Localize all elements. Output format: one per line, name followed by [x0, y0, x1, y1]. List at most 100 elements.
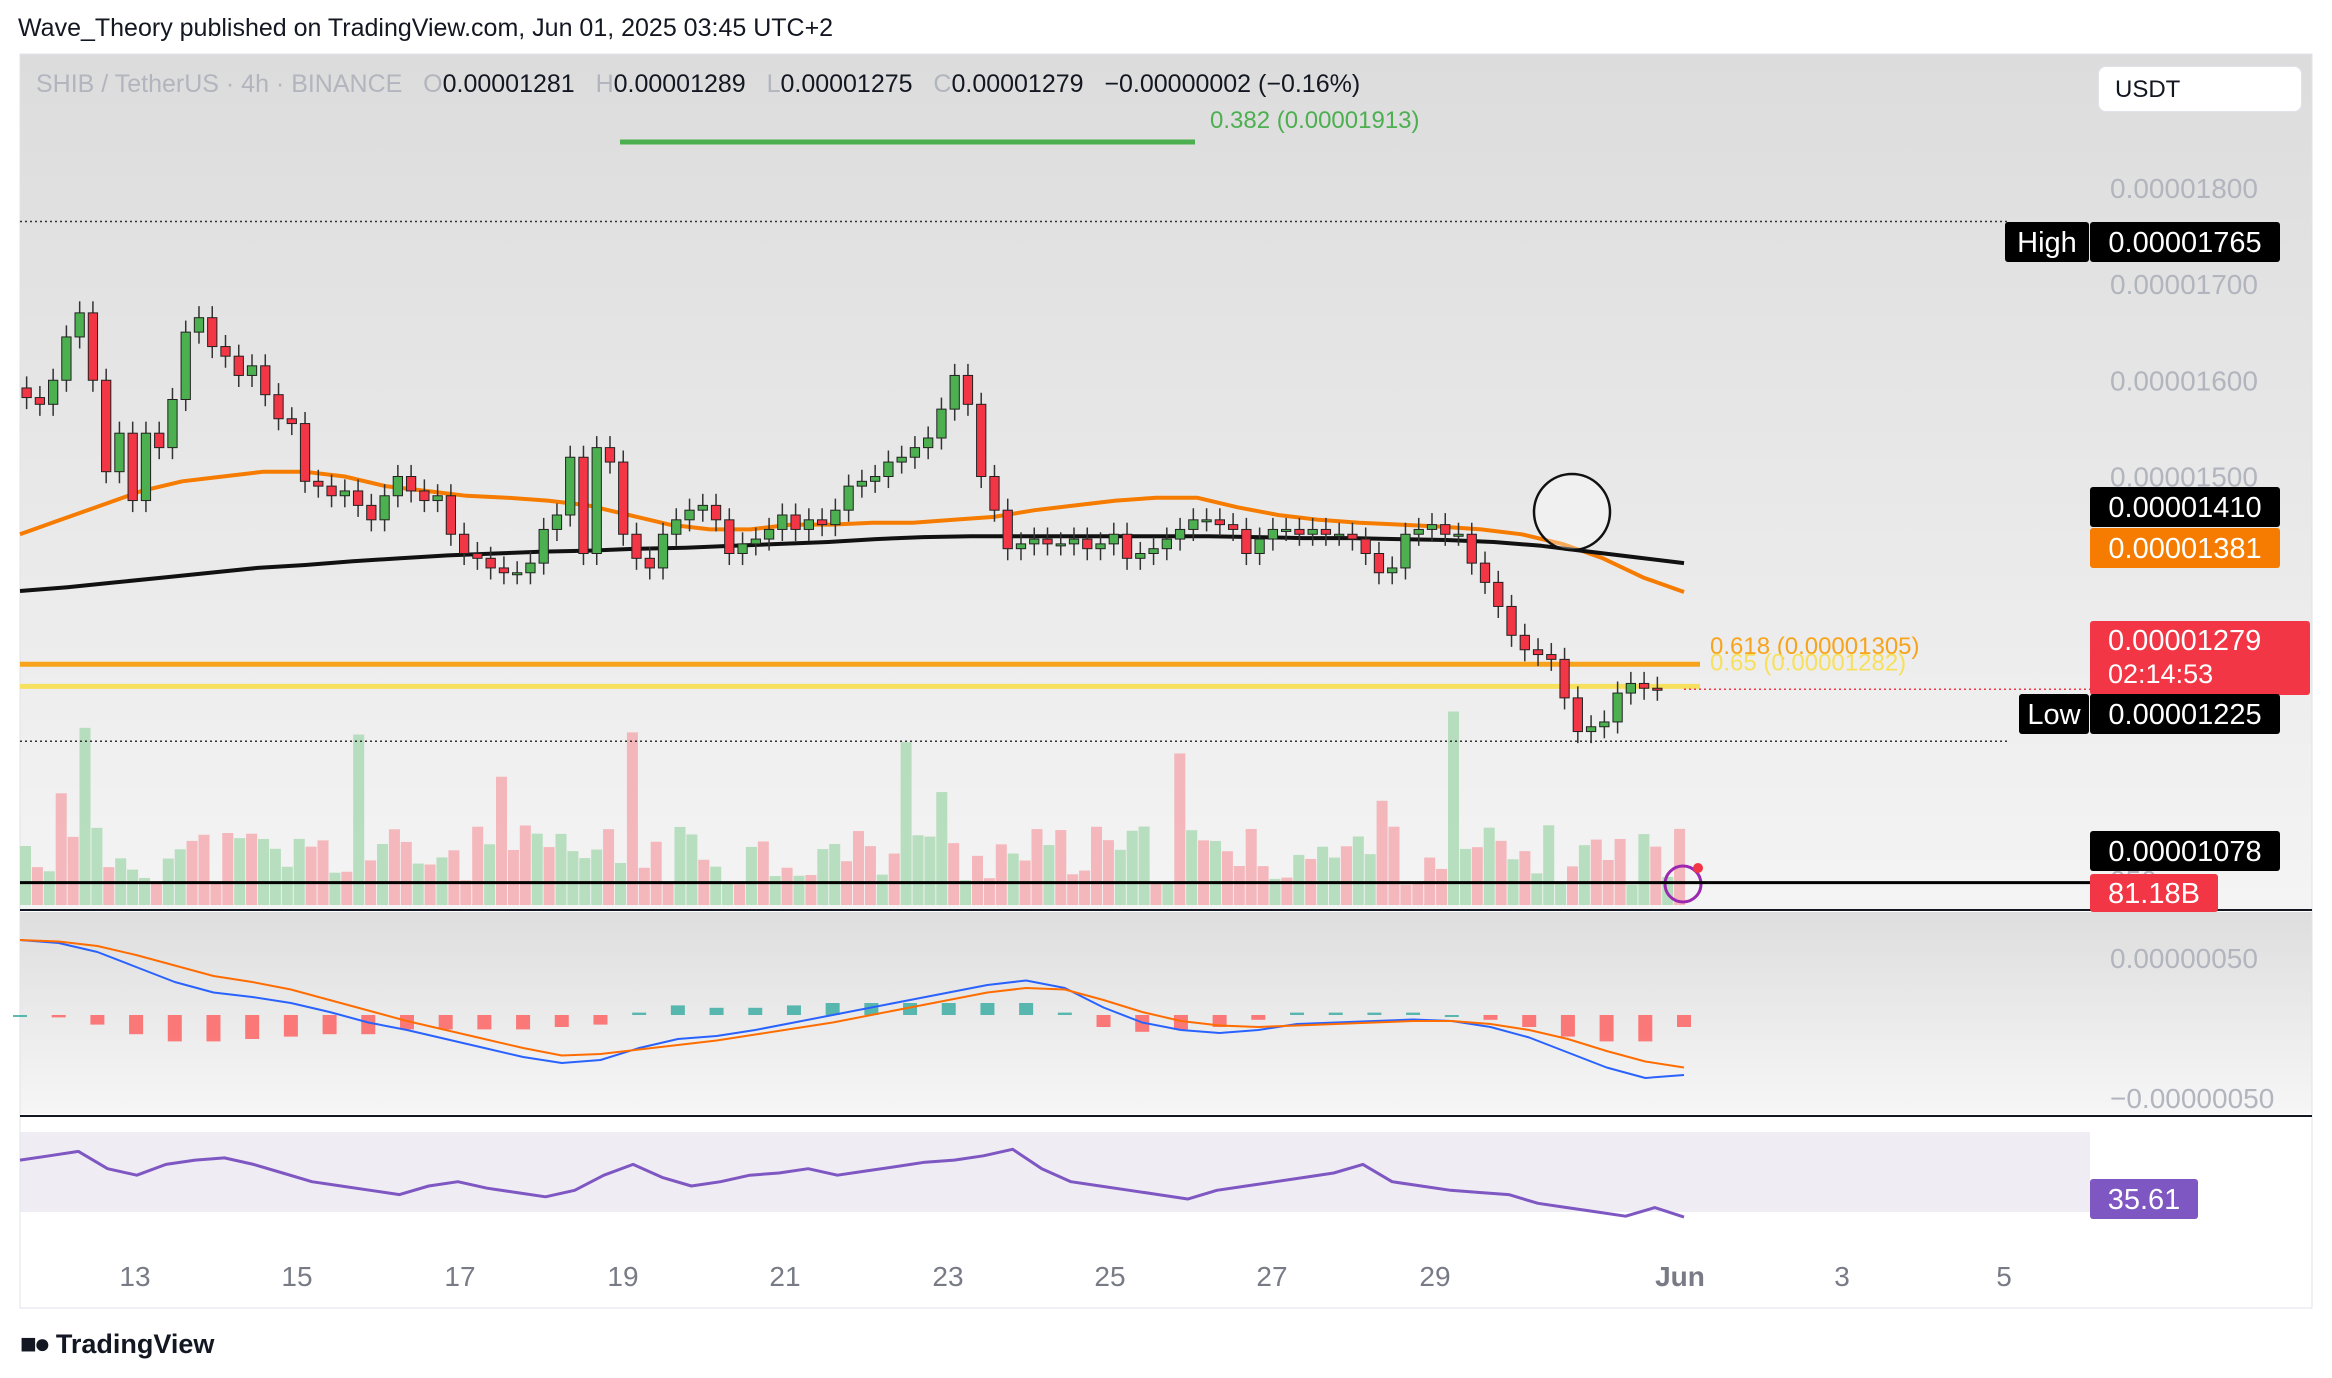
candle-body	[976, 403, 987, 477]
volume-bar	[1091, 826, 1102, 905]
symbol-label[interactable]: SHIB / TetherUS · 4h · BINANCE	[36, 70, 403, 98]
candle-body	[140, 432, 152, 502]
macd-signal-line	[19, 939, 1685, 1069]
candle-body	[313, 480, 324, 487]
candle-body	[1015, 543, 1027, 550]
candle-body	[207, 317, 218, 348]
rsi-tag: 35.61	[2108, 1184, 2181, 1216]
currency-button[interactable]: USDT	[2098, 66, 2302, 112]
volume-bar	[900, 742, 912, 905]
candle-body	[1267, 528, 1279, 540]
volume-bar	[353, 734, 365, 905]
volume-bar	[79, 727, 91, 905]
volume-bar	[1281, 877, 1293, 905]
volume-bar	[543, 847, 555, 905]
macd-histogram-bar	[1406, 1012, 1421, 1015]
candle-body	[1373, 553, 1385, 574]
candle-body	[432, 495, 443, 502]
time-tick-label: 29	[1419, 1261, 1450, 1292]
candle-body	[737, 543, 748, 554]
macd-histogram-bar	[167, 1015, 182, 1042]
volume-bar	[400, 841, 412, 905]
volume-bar	[1257, 866, 1269, 905]
candle-body	[326, 485, 337, 497]
volume-bar	[507, 849, 519, 905]
candle-body	[1599, 721, 1610, 728]
close-value: 0.00001279	[951, 70, 1084, 98]
candle-body	[1506, 605, 1517, 636]
high-value-tag-bg	[2090, 222, 2280, 262]
candle-body	[366, 504, 377, 521]
volume-bar	[1043, 845, 1055, 905]
volume-bar	[246, 833, 258, 905]
volume-bar	[269, 848, 281, 905]
candle-body	[392, 476, 403, 497]
candle-body	[352, 490, 364, 506]
volume-bar	[1448, 711, 1459, 905]
volume-bar	[817, 849, 829, 905]
candle-body	[1174, 528, 1186, 540]
candle-body	[34, 397, 46, 405]
candle-body	[339, 490, 350, 497]
macd-histogram-bar	[1328, 1012, 1343, 1015]
support-tag: 0.00001078	[2108, 836, 2261, 868]
candle-body	[1413, 528, 1424, 535]
volume-bar	[1436, 868, 1448, 905]
candle-body	[856, 480, 868, 487]
volume-bar	[448, 850, 460, 905]
volume-tag-bg	[2090, 874, 2218, 912]
candle-body	[1241, 528, 1252, 554]
candle-body	[1148, 548, 1159, 554]
fib-065-label: 0.65 (0.00001282)	[1710, 649, 1906, 676]
macd-histogram-bar	[1522, 1015, 1537, 1027]
candle-body	[936, 408, 947, 439]
price-tick-label: 0.00001600	[2110, 365, 2258, 396]
candle-body	[1387, 567, 1398, 574]
volume-bar	[43, 871, 55, 905]
candle-body	[1426, 524, 1438, 530]
candle-body	[498, 567, 510, 574]
volume-bar	[1352, 836, 1364, 905]
macd-histogram-bar	[1599, 1015, 1614, 1042]
volume-bar	[1174, 753, 1186, 905]
candle-body	[61, 336, 72, 381]
volume-bar	[1210, 840, 1221, 905]
candle-body	[21, 387, 32, 399]
macd-histogram-bar	[13, 1015, 27, 1017]
candle-body	[48, 379, 59, 405]
volume-bar	[638, 867, 650, 905]
volume-bar	[1007, 853, 1019, 905]
candle-body	[1453, 533, 1464, 537]
macd-histogram-bar	[593, 1015, 608, 1025]
volume-bar	[960, 880, 972, 905]
candle-body	[167, 399, 178, 449]
time-tick-label: 19	[607, 1261, 638, 1292]
candle-body	[445, 495, 457, 535]
macd-indicator	[13, 939, 1691, 1079]
crossover-highlight-circle	[1532, 472, 1612, 552]
volume-bar	[995, 844, 1007, 905]
volume-bar	[1317, 846, 1329, 905]
candle-body	[870, 476, 881, 482]
volume-bar	[329, 872, 341, 905]
tradingview-logo[interactable]: ■● TradingView	[20, 1328, 214, 1360]
rsi-tag-bg	[2090, 1179, 2198, 1219]
volume-bar	[567, 851, 579, 905]
volume-bar	[1626, 884, 1638, 905]
candle-body	[843, 485, 854, 511]
high-tag: High	[2017, 227, 2077, 259]
candle-body	[1227, 524, 1239, 530]
volume-bar	[317, 840, 329, 905]
low-tag: Low	[2027, 699, 2081, 731]
volume-bar	[1055, 830, 1067, 905]
volume-bar	[281, 866, 293, 905]
candle-body	[512, 572, 523, 576]
time-tick-label: 27	[1256, 1261, 1287, 1292]
volume-bar	[460, 880, 472, 905]
volume-bar	[1531, 873, 1543, 905]
volume-bar	[1221, 851, 1233, 905]
candle-body	[127, 432, 138, 502]
volume-bar	[936, 792, 948, 905]
candle-body	[671, 519, 682, 535]
